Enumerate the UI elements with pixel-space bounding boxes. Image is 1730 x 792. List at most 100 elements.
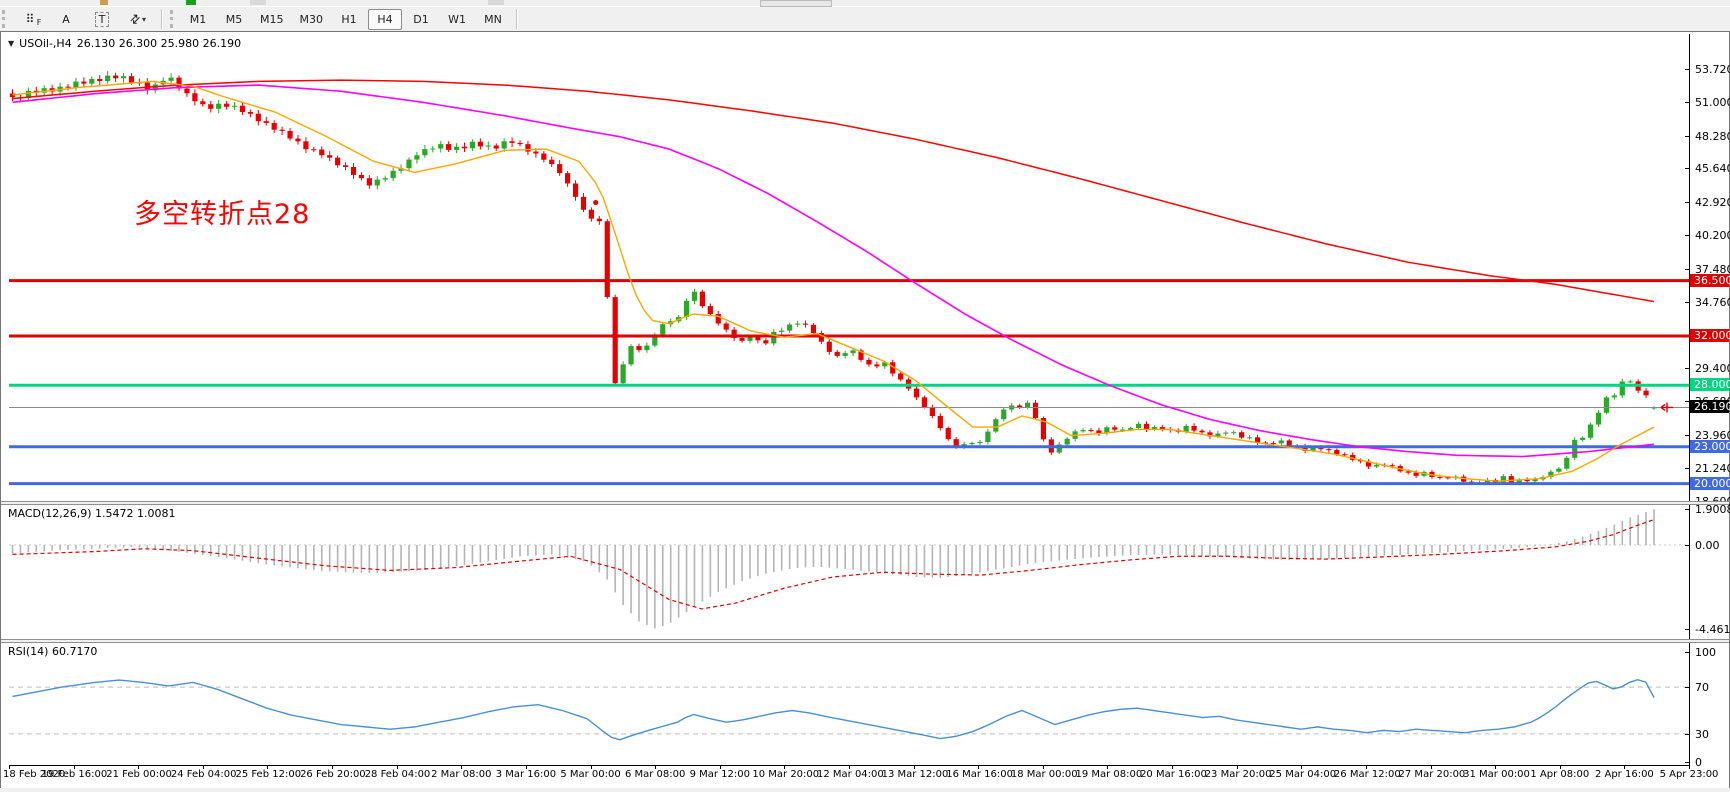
timeframe-w1-button[interactable]: W1 [448,12,466,26]
macd-axis-label: 0.00 [1695,539,1720,552]
time-tick-mark [1365,765,1367,769]
time-axis-label: 9 Mar 12:00 [689,769,750,780]
time-tick-mark [1495,765,1497,769]
symbol-name: USOil-,H4 [19,37,72,50]
macd-axis-label: 1.9008 [1695,503,1730,517]
rsi-label: RSI(14) 60.7170 [8,645,97,658]
time-tick-mark [784,765,786,769]
price-badge-20.000: 20.000 [1690,476,1730,490]
panel-splitter[interactable] [1,639,1729,643]
time-axis-label: 28 Feb 04:00 [364,769,431,780]
timeframe-h4-button[interactable]: H4 [368,8,402,30]
time-axis-label: 18 Feb 2020 [3,769,66,780]
chart-title: ▼ USOil-,H4 26.130 26.300 25.980 26.190 [8,37,241,50]
rsi-panel[interactable] [1,643,1689,766]
profiles-button[interactable]: ⠿ F [13,9,47,30]
time-axis-label: 2 Mar 08:00 [431,769,492,780]
axis-tick-mark [1685,102,1689,104]
ma-mid-magenta-line [12,84,1655,458]
axis-tick-mark [1685,68,1689,70]
axis-tick-mark [1685,367,1689,369]
time-tick-mark [978,765,980,769]
time-tick-mark [849,765,850,769]
chevron-down-icon[interactable]: ▾ [142,14,147,24]
time-axis-label: 24 Feb 04:00 [170,769,237,780]
time-tick-mark [332,765,334,769]
price-tick-label: 21.240 [1695,462,1730,476]
time-axis-label: 26 Mar 12:00 [1333,769,1401,780]
time-tick-mark [913,765,915,769]
axis-tick-mark [1685,733,1689,735]
current-price-arrow-marker[interactable] [1660,402,1673,413]
time-tick-mark [525,765,527,769]
axis-tick-mark [1685,434,1689,436]
time-axis-label: 20 Mar 16:00 [1140,769,1207,780]
time-tick-mark [461,765,463,769]
text-label-button[interactable]: T [85,9,119,30]
price-badge-28.000: 28.000 [1690,378,1730,392]
time-tick-mark [267,765,269,769]
rsi-axis-label: 100 [1695,646,1716,659]
cursor-button[interactable]: A [49,9,83,30]
time-tick-mark [1430,765,1432,769]
timeframe-m30-button[interactable]: M30 [299,12,324,26]
time-axis-label: 25 Feb 12:00 [235,769,302,780]
symbol-dropdown-icon[interactable]: ▼ [8,39,15,48]
ma-fast-orange-line [12,80,1655,482]
toolbar: ⠿ F A T ⇄ ▾ M1 M5 M15 M30 H1 H4 D1 W1 MN [0,7,1730,31]
objects-button[interactable]: ⇄ ▾ [121,9,155,30]
time-tick-mark [396,765,398,769]
timeframe-m5-button[interactable]: M5 [225,12,243,26]
axis-tick-mark [1685,545,1689,546]
time-axis-label: 21 Feb 00:00 [106,769,172,780]
axis-tick-mark [1685,168,1689,170]
text-tool-icon: T [94,11,110,27]
rsi-axis-label: 70 [1695,681,1709,695]
profiles-grid-icon: ⠿ F [25,12,42,27]
timeframe-m15-button[interactable]: M15 [260,12,284,26]
axis-tick-mark [1685,268,1689,270]
timeframe-m1-button[interactable]: M1 [189,12,207,26]
toolbar-drag-handle[interactable] [170,10,176,28]
macd-label: MACD(12,26,9) 1.5472 1.0081 [8,507,176,520]
toolbar-drag-handle[interactable] [2,10,8,28]
main-price-chart[interactable] [1,34,1689,501]
timeframe-mn-button[interactable]: MN [484,12,502,26]
time-tick-mark [1624,765,1626,769]
time-tick-mark [138,765,140,769]
time-tick-mark [202,765,204,769]
price-tick-label: 53.720 [1695,62,1730,76]
axis-tick-mark [1685,509,1689,511]
time-axis-label: 18 Mar 00:00 [1010,769,1078,780]
time-axis-label: 26 Feb 20:00 [300,769,366,780]
price-badge-36.500: 36.500 [1690,273,1730,287]
price-badge-32.000: 32.000 [1690,329,1730,342]
panel-splitter[interactable] [1,501,1729,505]
horizontal-level-lines[interactable] [9,279,1689,486]
time-tick-mark [590,765,592,769]
candles [9,71,1657,486]
time-axis-label: 25 Mar 04:00 [1269,769,1337,780]
time-tick-mark [1107,765,1109,769]
breakdown-dot-marker[interactable] [593,199,599,206]
timeframe-d1-button[interactable]: D1 [413,12,429,26]
timeframe-h1-button[interactable]: H1 [341,12,357,26]
toolbar-separator [516,9,518,29]
time-tick-mark [1689,765,1690,769]
chart-annotation-text[interactable]: 多空转折点28 [134,199,311,230]
macd-label-text: MACD(12,26,9) 1.5472 1.0081 [8,507,176,520]
ohlc-values: 26.130 26.300 25.980 26.190 [76,37,242,50]
axis-tick-mark [1685,401,1689,403]
time-axis-label: 2 Apr 16:00 [1594,769,1654,780]
price-tick-label: 45.640 [1695,162,1730,176]
time-axis-label: 19 Mar 08:00 [1075,769,1143,780]
axis-tick-mark [1685,201,1689,203]
macd-panel[interactable] [1,505,1689,639]
ma-slow-red-line [12,79,1655,303]
bottom-strip [0,788,1730,792]
price-axis-line [1689,34,1690,766]
price-tick-label: 23.960 [1695,428,1730,442]
axis-tick-mark [1685,135,1689,137]
toolbar-fragment [488,0,504,5]
